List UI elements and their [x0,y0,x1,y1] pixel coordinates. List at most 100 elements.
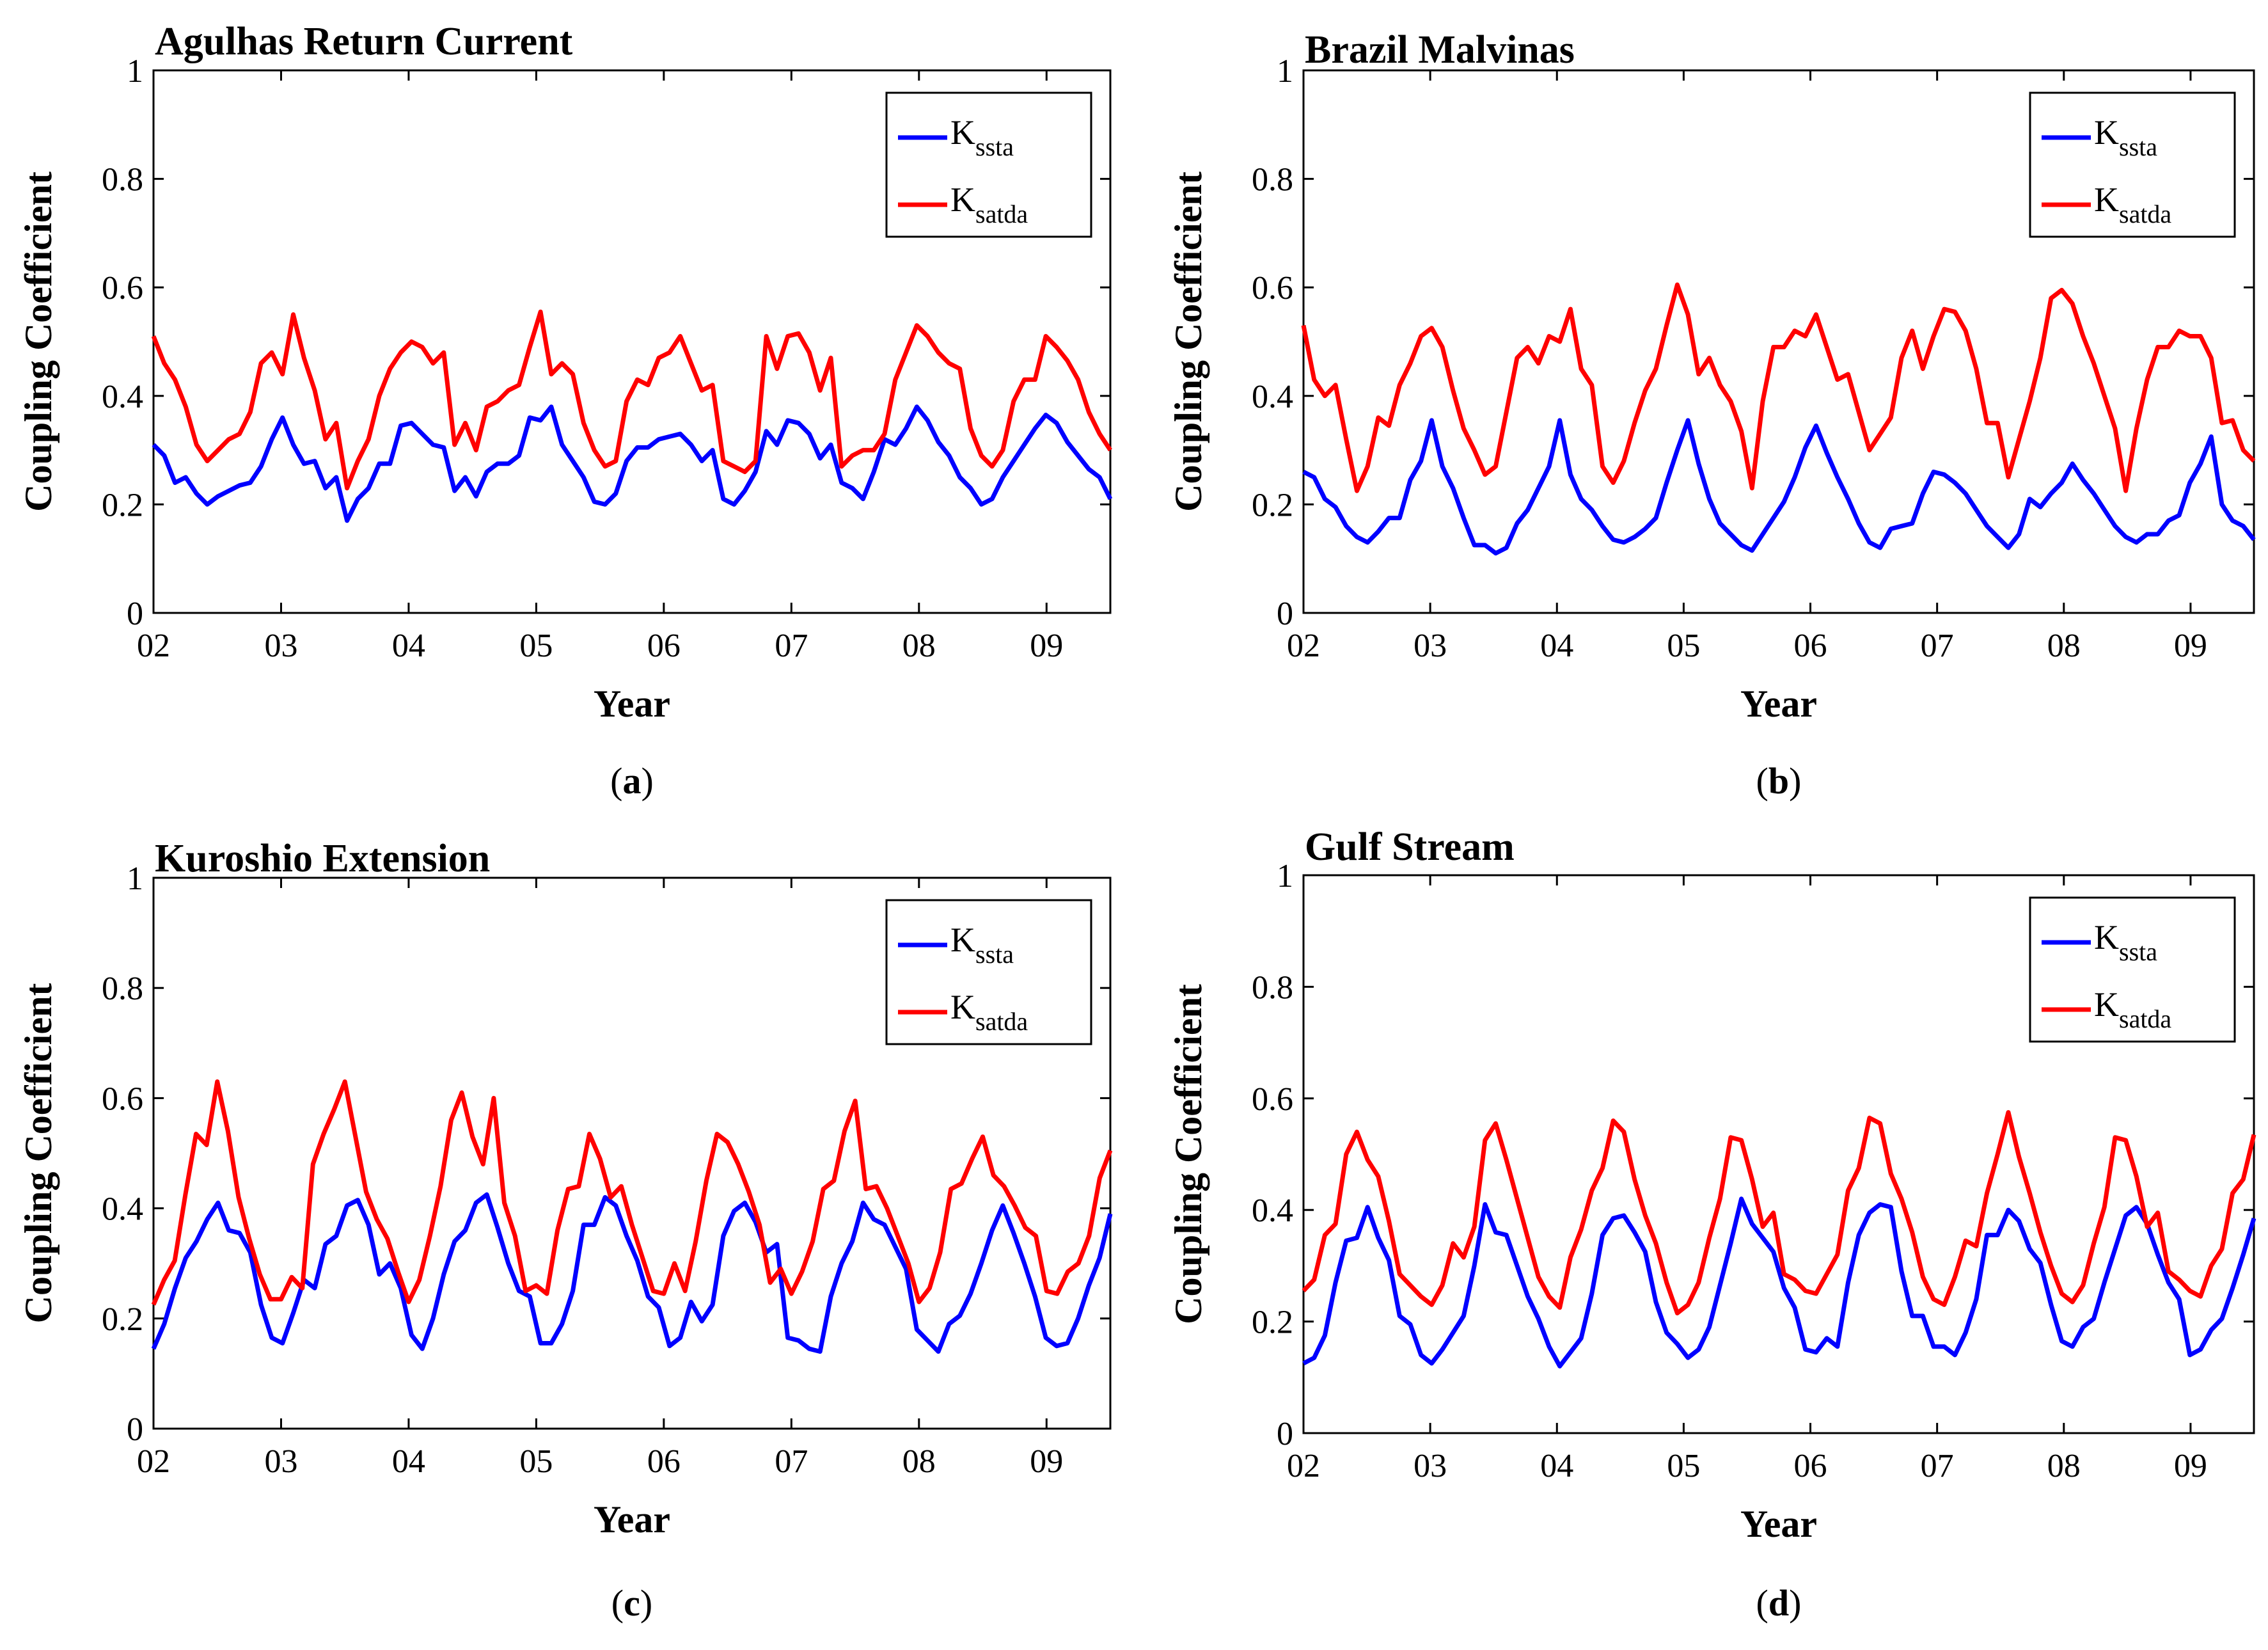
legend-symbol: K [950,180,975,219]
x-axis-label: Year [594,1498,670,1541]
x-tick-label: 05 [519,1443,553,1480]
x-tick-label: 03 [1414,628,1447,664]
legend-label-satda: Ksatda [2094,985,2171,1033]
x-tick-label: 09 [1030,1443,1063,1480]
x-axis-label: Year [1740,1503,1817,1545]
y-tick-label: 0 [1277,596,1293,632]
panel-caption: (a) [610,760,654,802]
panel-title: Gulf Stream [1305,825,1515,869]
y-tick-label: 0.8 [102,971,143,1007]
panel-a: 0 0.2 0.4 0.6 0.8 1 02 03 04 05 06 07 08 09 Coupling C… [17,20,1113,802]
legend-subscript: satda [2119,200,2171,228]
caption-letter: a [623,760,642,802]
legend-label-ssta: Kssta [950,113,1014,161]
y-tick-label: 0.8 [1252,969,1293,1006]
legend-box [885,91,1092,238]
x-tick-label: 08 [902,628,936,664]
y-tick-label: 0.2 [102,487,143,523]
x-tick-label: 07 [1921,1448,1954,1484]
y-tick-label: 0 [127,596,143,632]
legend-subscript: ssta [2119,937,2157,966]
legend-subscript: ssta [975,940,1014,969]
legend-label-satda: Ksatda [950,180,1028,228]
x-tick-label: 03 [264,1443,297,1480]
y-tick-label: 0.4 [1252,1193,1293,1229]
caption-letter: c [624,1582,640,1624]
y-tick-label: 0.4 [102,379,143,415]
legend-subscript: satda [2119,1004,2171,1033]
x-tick-label: 07 [775,1443,808,1480]
x-tick-label: 09 [2174,628,2207,664]
x-tick-label: 05 [1667,628,1700,664]
x-tick-label: 09 [1030,628,1063,664]
x-axis-label: Year [1740,683,1817,725]
x-tick-label: 03 [1414,1448,1447,1484]
series-line-ssta [1302,1196,2256,1368]
legend-label-satda: Ksatda [2094,180,2171,228]
series-line-ssta [152,404,1113,523]
y-tick-label: 0 [127,1411,143,1448]
y-tick-label: 0.8 [1252,162,1293,198]
x-tick-label: 04 [392,628,425,664]
x-tick-label: 04 [1540,628,1573,664]
legend-label-satda: Ksatda [950,988,1028,1036]
y-tick-label: 0.2 [102,1301,143,1338]
y-tick-label: 0.2 [1252,1305,1293,1341]
legend-subscript: satda [975,200,1028,228]
y-tick-label: 0 [1277,1416,1293,1452]
legend-label-ssta: Kssta [2094,113,2157,161]
y-tick-label: 0.8 [102,162,143,198]
x-tick-label: 04 [1540,1448,1573,1484]
series-line-ssta [151,1192,1113,1354]
caption-open-paren: ( [1756,760,1768,802]
caption-close-paren: ) [1789,760,1801,802]
x-tick-label: 09 [2174,1448,2207,1484]
series-line-satda [1302,1110,2256,1315]
x-axis-label: Year [594,683,670,725]
y-tick-label: 0.2 [1252,487,1293,523]
series-line-satda [1301,282,2256,493]
x-tick-label: 03 [264,628,297,664]
x-tick-label: 02 [1287,628,1320,664]
x-tick-label: 06 [647,628,681,664]
legend-symbol: K [2094,180,2119,219]
legend-box [885,899,1092,1045]
series-line-satda [151,1079,1113,1306]
y-tick-label: 0.6 [1252,1081,1293,1118]
y-tick-label: 1 [127,861,143,897]
legend-subscript: ssta [2119,132,2157,161]
caption-close-paren: ) [1789,1582,1801,1624]
panel-b: 0 0.2 0.4 0.6 0.8 1 02 03 04 05 06 07 08 09 Coupling C… [1167,28,2256,802]
y-axis-label: Coupling Coefficient [17,983,59,1324]
y-axis-label: Coupling Coefficient [1167,171,1209,512]
caption-open-paren: ( [611,1582,624,1624]
panel-d: 0 0.2 0.4 0.6 0.8 1 02 03 04 05 06 07 08 09 Coupling C… [1167,825,2256,1624]
legend-symbol: K [950,988,975,1026]
y-tick-label: 1 [127,53,143,90]
y-tick-label: 0.6 [1252,270,1293,306]
legend-symbol: K [950,921,975,959]
x-tick-label: 06 [647,1443,681,1480]
x-tick-label: 05 [1667,1448,1700,1484]
y-tick-label: 0.4 [102,1191,143,1228]
panel-caption: (c) [611,1582,652,1624]
x-tick-label: 06 [1794,628,1827,664]
panel-c: 0 0.2 0.4 0.6 0.8 1 02 03 04 05 06 07 08 09 Coupling C… [17,837,1113,1624]
legend-symbol: K [2094,113,2119,152]
panel-caption: (b) [1756,760,1802,802]
x-tick-label: 02 [137,1443,170,1480]
panel-caption: (d) [1756,1582,1802,1624]
panel-title: Agulhas Return Current [155,20,573,63]
series-line-ssta [1302,418,2256,556]
x-tick-label: 02 [1287,1448,1320,1484]
legend-subscript: satda [975,1007,1028,1036]
panel-title: Brazil Malvinas [1305,28,1575,72]
plot-frame [1302,69,2255,614]
legend-symbol: K [2094,918,2119,956]
series-line-satda [151,309,1112,491]
legend: Kssta Ksatda [885,91,1092,238]
x-tick-label: 05 [519,628,553,664]
